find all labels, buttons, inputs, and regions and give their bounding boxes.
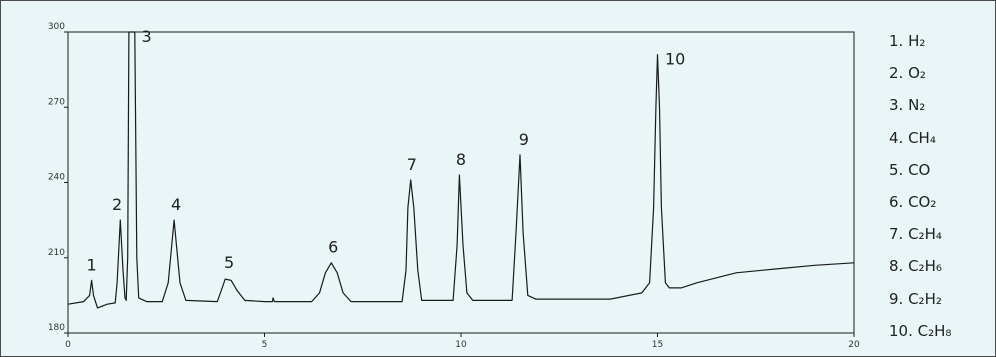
legend-item-n2: 3. N₂ <box>889 96 926 115</box>
peak-label: 8 <box>456 150 466 169</box>
legend-item-c2h6: 8. C₂H₆ <box>889 257 942 276</box>
legend-item-o2: 2. O₂ <box>889 64 926 83</box>
legend-item-c2h8: 10. C₂H₈ <box>889 321 952 340</box>
y-tick-label: 240 <box>48 173 65 183</box>
x-tick-label: 10 <box>455 340 467 350</box>
peak-label: 7 <box>407 155 417 174</box>
legend-item-co: 5. CO <box>889 160 931 179</box>
plot-axes <box>67 31 855 334</box>
y-tick-label: 270 <box>48 97 65 107</box>
legend: 1. H₂ 2. O₂ 3. N₂ 4. CH₄ 5. CO 6. CO₂ 7.… <box>889 29 993 351</box>
peak-label: 4 <box>171 195 181 214</box>
peak-label: 5 <box>224 253 234 272</box>
series-group <box>67 31 855 309</box>
x-tick-label: 0 <box>65 340 71 350</box>
y-tick-label: 300 <box>48 22 65 32</box>
peak-label: 6 <box>328 238 338 257</box>
legend-item-co2: 6. CO₂ <box>889 192 937 211</box>
plot-border <box>67 31 855 334</box>
legend-item-c2h2: 9. C₂H₂ <box>889 289 942 308</box>
y-tick-label: 210 <box>48 248 65 258</box>
y-tick-label: 180 <box>48 323 65 333</box>
x-tick-label: 20 <box>848 340 860 350</box>
peak-labels: 1 2 3 4 5 6 7 8 9 10 <box>86 27 685 274</box>
x-tick-label: 5 <box>262 340 268 350</box>
peak-label: 10 <box>665 50 685 69</box>
legend-item-ch4: 4. CH₄ <box>889 128 936 147</box>
legend-item-c2h4: 7. C₂H₄ <box>889 225 942 244</box>
peak-label: 3 <box>142 27 152 46</box>
x-tick-label: 15 <box>652 340 663 350</box>
chromatogram-line <box>67 31 855 309</box>
legend-item-h2: 1. H₂ <box>889 32 926 50</box>
peak-label: 1 <box>86 255 96 274</box>
peak-label: 9 <box>519 130 529 149</box>
peak-label: 2 <box>112 195 122 214</box>
